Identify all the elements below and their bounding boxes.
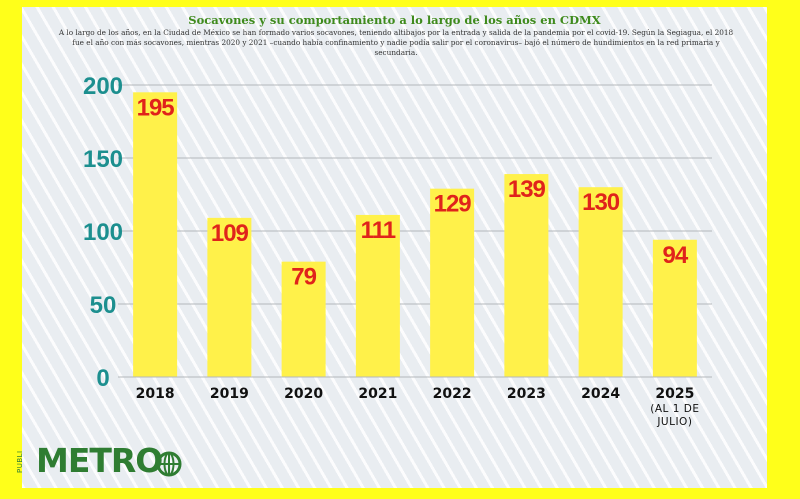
x-tick-label: 2024: [581, 386, 620, 402]
x-tick-label: 2020: [284, 386, 323, 402]
bar-2018: [133, 92, 178, 378]
x-tick-label: 2021: [358, 386, 397, 402]
data-label: 111: [361, 217, 396, 244]
bar-2021: [355, 214, 400, 377]
data-label: 130: [582, 189, 620, 216]
x-tick-label: 2025: [655, 386, 694, 402]
bar-2024: [578, 187, 623, 377]
logo-wordmark: METRO: [36, 441, 163, 480]
x-tick-label: 2019: [210, 386, 249, 402]
data-label: 139: [508, 176, 546, 203]
x-tick-label: 2022: [433, 386, 472, 402]
x-tick-note: JULIO): [656, 416, 692, 428]
chart-subtitle: A lo largo de los años, en la Ciudad de …: [58, 28, 734, 57]
x-tick-label: 2023: [507, 386, 546, 402]
bar-2019: [207, 217, 252, 377]
logo-small-text: PUBLI: [16, 450, 24, 473]
data-label: 129: [434, 191, 472, 218]
y-tick-label: 150: [83, 146, 123, 173]
bar-2020: [281, 261, 326, 377]
globe-icon: [156, 451, 182, 477]
bar-2025: [652, 239, 697, 377]
y-tick-label: 50: [90, 292, 117, 319]
x-tick-label: 2018: [136, 386, 175, 402]
data-label: 195: [137, 94, 175, 121]
chart-title: Socavones y su comportamiento a lo largo…: [188, 13, 601, 27]
x-tick-note: (AL 1 DE: [650, 403, 699, 415]
publimetro-logo: PUBLI METRO: [14, 441, 182, 483]
bar-2023: [504, 174, 549, 377]
y-tick-label: 200: [83, 73, 123, 100]
data-label: 109: [211, 220, 249, 247]
data-label: 79: [291, 264, 316, 291]
y-tick-label: 100: [83, 219, 123, 246]
bar-2022: [430, 188, 475, 377]
data-label: 94: [663, 242, 689, 269]
y-tick-label: 0: [96, 365, 109, 392]
